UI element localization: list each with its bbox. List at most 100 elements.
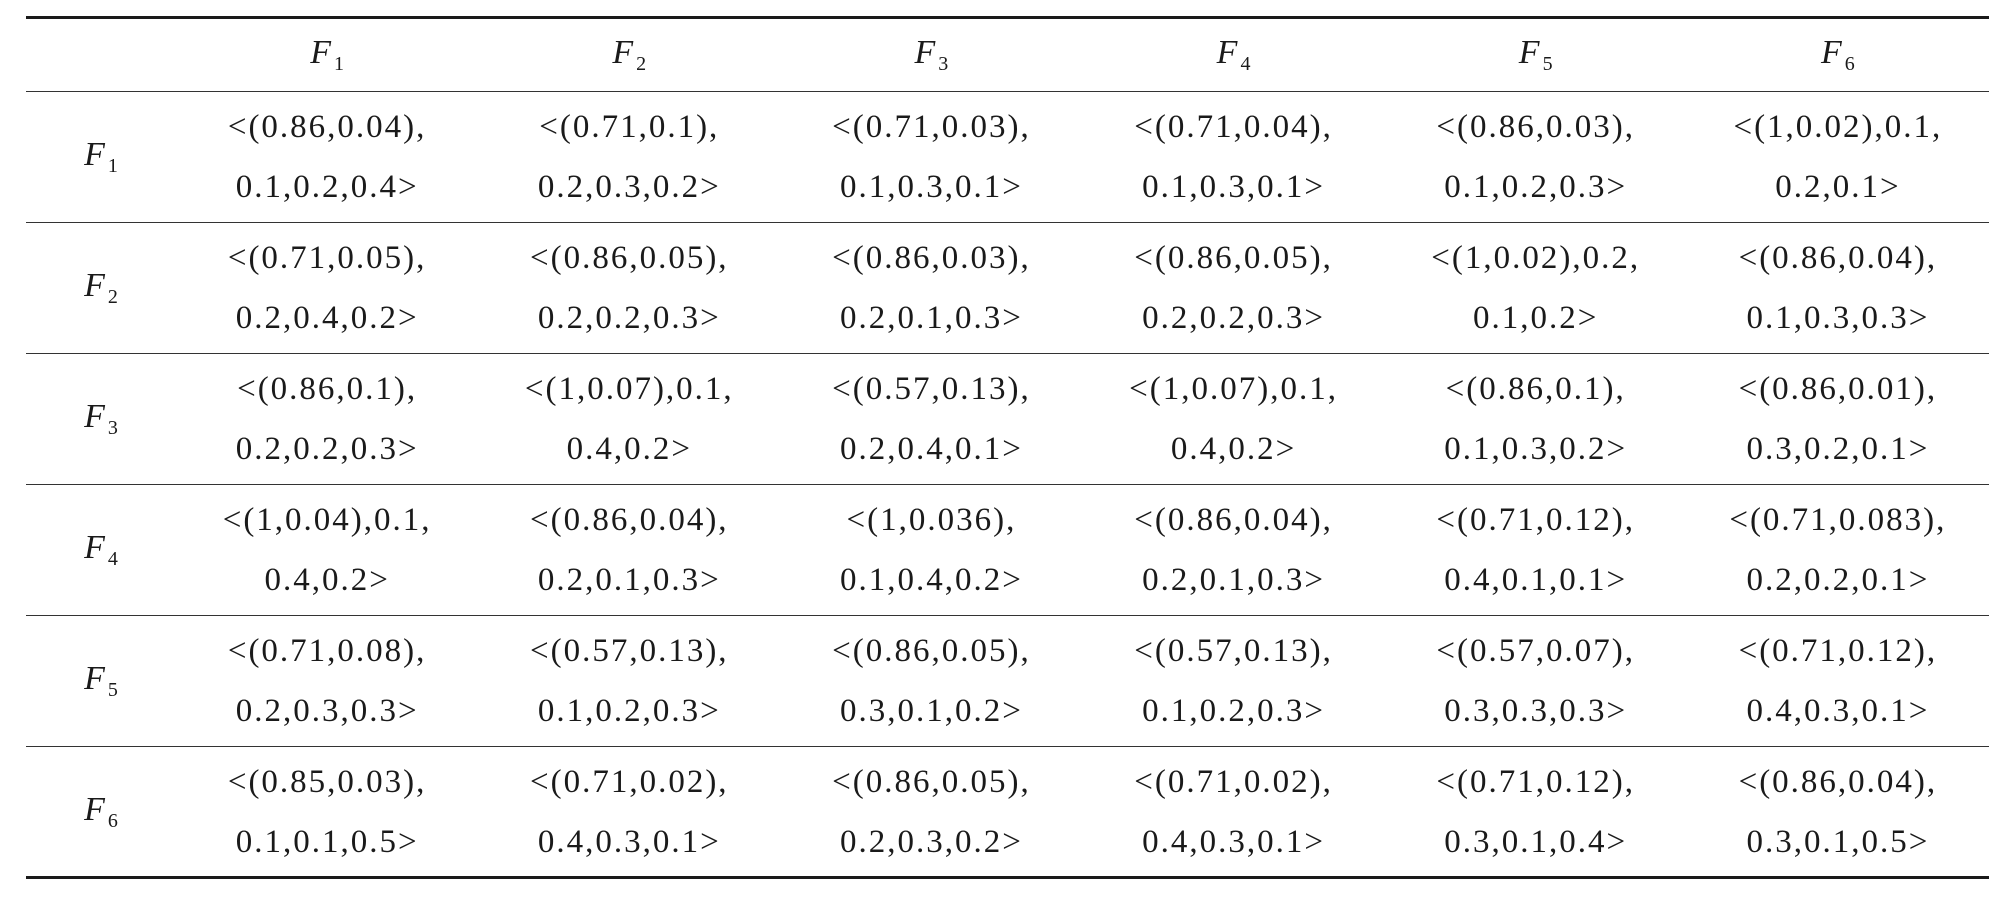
- cell-value: <(0.86,0.05), 0.2,0.3,0.2>: [780, 752, 1082, 872]
- cell-value: <(0.86,0.01), 0.3,0.2,0.1>: [1687, 359, 1989, 479]
- cell-value: <(0.71,0.02), 0.4,0.3,0.1>: [478, 752, 780, 872]
- factor-index: 1: [107, 155, 118, 177]
- cell-value-line: 0.2,0.2,0.3>: [1142, 300, 1325, 336]
- cell-value-line: <(0.57,0.13),: [1134, 633, 1333, 669]
- cell-value-line: 0.4,0.3,0.1>: [1746, 693, 1930, 729]
- matrix-cell: <(0.71,0.03), 0.1,0.3,0.1>: [780, 92, 1082, 223]
- matrix-cell: <(0.86,0.05), 0.2,0.3,0.2>: [780, 747, 1082, 878]
- cell-value-line: 0.1,0.2,0.3>: [1142, 693, 1325, 729]
- cell-value-line: <(0.71,0.1),: [539, 109, 720, 145]
- cell-value: <(0.86,0.1), 0.2,0.2,0.3>: [176, 359, 478, 479]
- cell-value-line: 0.2,0.3,0.2>: [537, 169, 721, 205]
- matrix-cell: <(0.86,0.04), 0.1,0.3,0.3>: [1687, 223, 1989, 354]
- cell-value: <(0.71,0.1), 0.2,0.3,0.2>: [478, 97, 780, 217]
- cell-value: <(0.86,0.04), 0.2,0.1,0.3>: [1082, 490, 1384, 610]
- cell-value-line: <(0.71,0.12),: [1436, 502, 1635, 538]
- cell-value: <(0.71,0.03), 0.1,0.3,0.1>: [780, 97, 1082, 217]
- cell-value: <(0.71,0.12), 0.4,0.1,0.1>: [1385, 490, 1687, 610]
- cell-value-line: 0.1,0.2>: [1473, 300, 1599, 336]
- cell-value-line: 0.2,0.1,0.3>: [1142, 562, 1325, 598]
- factor-index: 4: [107, 548, 118, 570]
- factor-index: 2: [107, 286, 118, 308]
- matrix-cell: <(0.71,0.1), 0.2,0.3,0.2>: [478, 92, 780, 223]
- cell-value-line: 0.1,0.1,0.5>: [235, 823, 419, 860]
- cell-value: <(1,0.02),0.1, 0.2,0.1>: [1687, 97, 1989, 217]
- cell-value-line: 0.4,0.1,0.1>: [1444, 562, 1628, 598]
- matrix-cell: <(0.86,0.04), 0.3,0.1,0.5>: [1687, 747, 1989, 878]
- factor-index: 3: [938, 53, 949, 75]
- cell-value: <(0.71,0.083), 0.2,0.2,0.1>: [1687, 490, 1989, 610]
- factor-symbol: F: [84, 790, 105, 828]
- matrix-cell: <(1,0.02),0.2, 0.1,0.2>: [1385, 223, 1687, 354]
- cell-value: <(0.57,0.07), 0.3,0.3,0.3>: [1385, 621, 1687, 741]
- cell-value-line: 0.1,0.2,0.3>: [1444, 169, 1628, 205]
- cell-value-line: <(1,0.07),0.1,: [524, 371, 734, 407]
- cell-value-line: <(0.86,0.1),: [1445, 371, 1626, 407]
- factor-symbol: F: [310, 34, 332, 71]
- table-body: F 1 <(0.86,0.04), 0.1,0.2,0.4> <(0.71,0.1), 0…: [26, 92, 1989, 878]
- cell-value-line: 0.1,0.2,0.4>: [235, 169, 419, 205]
- factor-index: 6: [1844, 53, 1855, 75]
- cell-value: <(0.86,0.03), 0.1,0.2,0.3>: [1385, 97, 1687, 217]
- factor-index: 5: [107, 679, 118, 701]
- matrix-cell: <(0.57,0.13), 0.2,0.4,0.1>: [780, 354, 1082, 485]
- cell-value-line: 0.1,0.3,0.1>: [1142, 169, 1325, 205]
- cell-value-line: 0.2,0.3,0.2>: [839, 823, 1023, 860]
- factor-index: 6: [107, 809, 118, 832]
- matrix-cell: <(0.71,0.12), 0.3,0.1,0.4>: [1385, 747, 1687, 878]
- factor-symbol: F: [84, 398, 105, 435]
- cell-value-line: <(0.86,0.03),: [1436, 109, 1635, 145]
- cell-value: <(0.86,0.05), 0.3,0.1,0.2>: [780, 621, 1082, 741]
- cell-value-line: 0.2,0.2,0.3>: [537, 300, 721, 336]
- matrix-cell: <(0.86,0.1), 0.1,0.3,0.2>: [1385, 354, 1687, 485]
- matrix-cell: <(0.86,0.05), 0.2,0.2,0.3>: [1082, 223, 1384, 354]
- cell-value-line: 0.3,0.1,0.2>: [839, 693, 1023, 729]
- matrix-cell: <(0.71,0.12), 0.4,0.1,0.1>: [1385, 485, 1687, 616]
- cell-value-line: <(0.71,0.04),: [1134, 109, 1333, 145]
- factor-symbol: F: [84, 529, 105, 566]
- cell-value-line: <(0.86,0.01),: [1738, 371, 1938, 407]
- cell-value-line: <(0.86,0.03),: [832, 240, 1031, 276]
- cell-value-line: <(0.86,0.05),: [832, 763, 1031, 800]
- cell-value-line: 0.4,0.3,0.1>: [1142, 823, 1325, 860]
- factor-symbol: F: [1518, 34, 1540, 71]
- cell-value-line: <(0.86,0.04),: [1738, 240, 1938, 276]
- cell-value: <(0.86,0.04), 0.2,0.1,0.3>: [478, 490, 780, 610]
- matrix-cell: <(0.71,0.083), 0.2,0.2,0.1>: [1687, 485, 1989, 616]
- matrix-cell: <(0.85,0.03), 0.1,0.1,0.5>: [176, 747, 478, 878]
- cell-value-line: <(0.71,0.02),: [529, 763, 729, 800]
- cell-value-line: <(0.85,0.03),: [227, 763, 427, 800]
- factor-index: 3: [107, 417, 118, 439]
- matrix-cell: <(0.57,0.13), 0.1,0.2,0.3>: [1082, 616, 1384, 747]
- cell-value: <(1,0.02),0.2, 0.1,0.2>: [1385, 228, 1687, 348]
- cell-value-line: <(1,0.04),0.1,: [222, 502, 432, 538]
- table-row: F 4 <(1,0.04),0.1, 0.4,0.2> <(0.86,0.04), 0.2…: [26, 485, 1989, 616]
- cell-value-line: 0.4,0.2>: [566, 431, 692, 467]
- factor-symbol: F: [1820, 34, 1842, 71]
- cell-value-line: 0.1,0.3,0.2>: [1444, 431, 1628, 467]
- factor-symbol: F: [84, 267, 105, 304]
- cell-value-line: <(0.86,0.1),: [237, 371, 418, 407]
- matrix-cell: <(0.71,0.05), 0.2,0.4,0.2>: [176, 223, 478, 354]
- cell-value-line: 0.3,0.1,0.5>: [1746, 823, 1930, 860]
- matrix-cell: <(0.86,0.04), 0.2,0.1,0.3>: [478, 485, 780, 616]
- cell-value-line: <(1,0.07),0.1,: [1129, 371, 1338, 407]
- cell-value: <(1,0.04),0.1, 0.4,0.2>: [176, 490, 478, 610]
- matrix-cell: <(0.71,0.02), 0.4,0.3,0.1>: [1082, 747, 1384, 878]
- cell-value-line: <(0.57,0.13),: [529, 633, 729, 669]
- cell-value-line: <(0.86,0.04),: [227, 109, 427, 145]
- matrix-cell: <(0.86,0.1), 0.2,0.2,0.3>: [176, 354, 478, 485]
- matrix-cell: <(0.71,0.04), 0.1,0.3,0.1>: [1082, 92, 1384, 223]
- matrix-cell: <(1,0.07),0.1, 0.4,0.2>: [1082, 354, 1384, 485]
- cell-value-line: 0.3,0.1,0.4>: [1444, 823, 1628, 860]
